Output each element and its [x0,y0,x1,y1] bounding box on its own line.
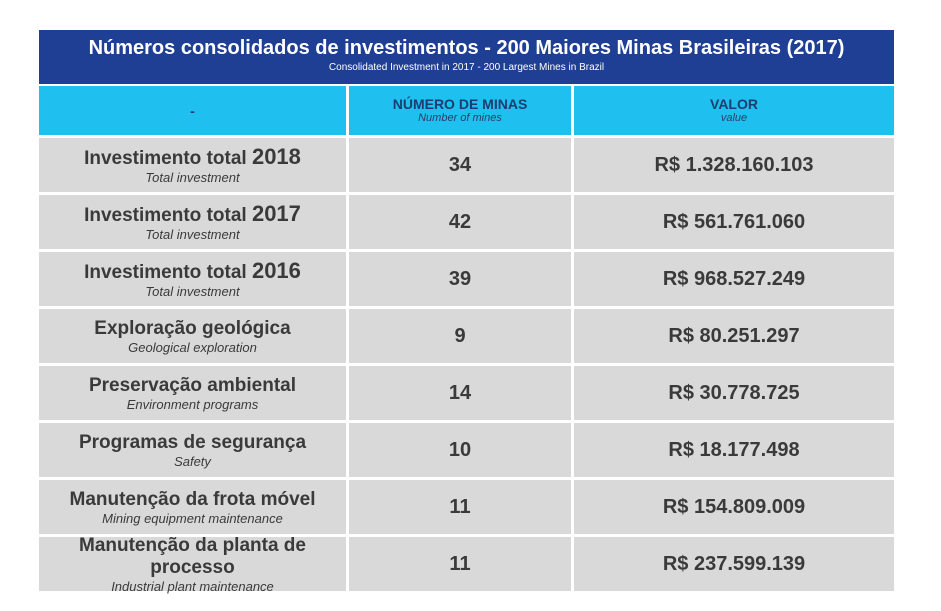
row-category-cell: Investimento total 2016 Total investment [39,252,346,306]
row-mines-count: 10 [448,438,472,461]
row-category-label: Preservação ambiental [89,375,296,397]
row-value-cell: R$ 154.809.009 [574,480,894,534]
row-category-text: Investimento total [84,261,252,283]
row-category-sublabel: Total investment [145,283,240,299]
table-row: Investimento total 2018 Total investment… [39,138,894,192]
row-category-text: Manutenção da planta de processo [79,534,306,578]
header-mines-label: NÚMERO DE MINAS [392,96,528,112]
row-value-cell: R$ 237.599.139 [574,537,894,591]
row-value-amount: R$ 154.809.009 [662,495,806,518]
table-row: Preservação ambiental Environment progra… [39,366,894,420]
row-value-amount: R$ 561.761.060 [662,210,806,233]
row-mines-cell: 10 [349,423,571,477]
row-value-amount: R$ 30.778.725 [668,381,800,404]
table-body: Investimento total 2018 Total investment… [39,138,894,594]
row-category-sublabel: Total investment [145,226,240,242]
row-mines-cell: 11 [349,480,571,534]
header-category: - [39,86,346,135]
row-category-label: Exploração geológica [94,318,290,340]
header-value: VALOR value [574,86,894,135]
row-value-amount: R$ 1.328.160.103 [654,153,814,176]
row-mines-count: 42 [448,210,472,233]
row-mines-count: 34 [448,153,472,176]
row-category-label: Manutenção da frota móvel [70,489,316,511]
row-category-text: Exploração geológica [94,317,291,339]
row-mines-cell: 42 [349,195,571,249]
row-category-label: Programas de segurança [79,432,306,454]
row-mines-cell: 34 [349,138,571,192]
row-category-sublabel: Industrial plant maintenance [111,578,274,594]
row-value-cell: R$ 18.177.498 [574,423,894,477]
page-subtitle: Consolidated Investment in 2017 - 200 La… [328,62,605,73]
row-value-amount: R$ 80.251.297 [668,324,800,347]
row-mines-cell: 9 [349,309,571,363]
header-value-label: VALOR [710,96,758,112]
row-year: 2017 [251,200,301,226]
table-row: Exploração geológica Geological explorat… [39,309,894,363]
row-category-cell: Investimento total 2017 Total investment [39,195,346,249]
row-category-sublabel: Total investment [145,169,240,185]
row-value-cell: R$ 1.328.160.103 [574,138,894,192]
row-value-cell: R$ 968.527.249 [574,252,894,306]
header-value-sublabel: value [720,112,748,124]
row-category-sublabel: Environment programs [126,396,259,412]
row-category-sublabel: Mining equipment maintenance [102,510,283,526]
title-bar: Números consolidados de investimentos - … [39,30,894,84]
row-category-text: Programas de segurança [78,431,307,453]
row-mines-cell: 39 [349,252,571,306]
table-row: Programas de segurança Safety 10 R$ 18.1… [39,423,894,477]
row-value-amount: R$ 968.527.249 [662,267,806,290]
investment-table: - NÚMERO DE MINAS Number of mines VALOR … [39,86,894,594]
row-category-cell: Manutenção da planta de processo Industr… [39,535,346,594]
row-category-sublabel: Safety [174,453,211,469]
table-row: Investimento total 2017 Total investment… [39,195,894,249]
row-mines-count: 14 [448,381,472,404]
row-year: 2018 [251,143,301,169]
row-category-cell: Preservação ambiental Environment progra… [39,366,346,420]
row-category-text: Investimento total [84,204,252,226]
row-category-text: Investimento total [84,147,252,169]
row-mines-count: 39 [448,267,472,290]
row-value-cell: R$ 80.251.297 [574,309,894,363]
investment-table-figure: Números consolidados de investimentos - … [39,30,894,594]
row-category-text: Preservação ambiental [88,374,296,396]
row-value-amount: R$ 237.599.139 [662,552,806,575]
row-value-cell: R$ 561.761.060 [574,195,894,249]
header-category-label: - [190,102,195,119]
page-title: Números consolidados de investimentos - … [88,37,845,59]
row-category-label: Investimento total 2016 [84,257,301,284]
row-category-label: Investimento total 2017 [84,200,301,227]
table-row: Manutenção da frota móvel Mining equipme… [39,480,894,534]
header-mines-sublabel: Number of mines [418,112,502,124]
row-mines-count: 9 [454,324,466,347]
row-category-cell: Programas de segurança Safety [39,423,346,477]
row-category-cell: Investimento total 2018 Total investment [39,138,346,192]
table-row: Manutenção da planta de processo Industr… [39,535,894,594]
row-category-label: Manutenção da planta de processo [39,535,346,579]
row-category-sublabel: Geological exploration [128,339,257,355]
row-category-label: Investimento total 2018 [84,143,301,170]
row-category-cell: Exploração geológica Geological explorat… [39,309,346,363]
row-category-text: Manutenção da frota móvel [69,488,316,510]
row-mines-count: 11 [449,552,471,575]
row-category-cell: Manutenção da frota móvel Mining equipme… [39,480,346,534]
row-mines-cell: 11 [349,537,571,591]
row-value-amount: R$ 18.177.498 [668,438,800,461]
row-mines-cell: 14 [349,366,571,420]
row-year: 2016 [251,257,301,283]
header-number-of-mines: NÚMERO DE MINAS Number of mines [349,86,571,135]
row-value-cell: R$ 30.778.725 [574,366,894,420]
row-mines-count: 11 [449,495,471,518]
table-row: Investimento total 2016 Total investment… [39,252,894,306]
table-header-row: - NÚMERO DE MINAS Number of mines VALOR … [39,86,894,135]
